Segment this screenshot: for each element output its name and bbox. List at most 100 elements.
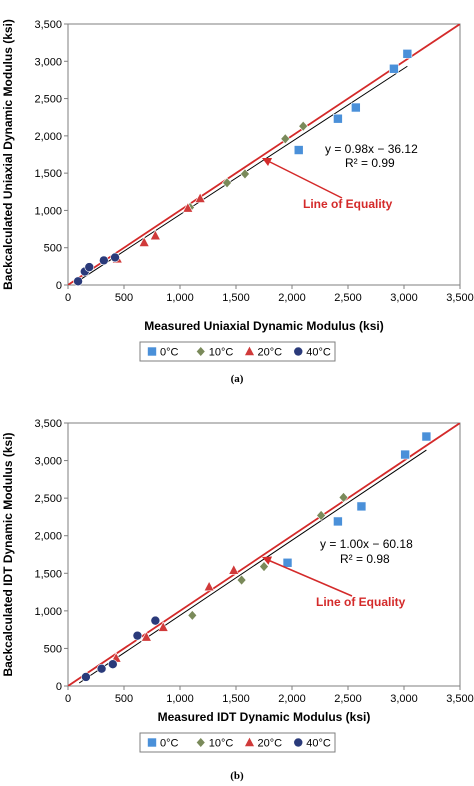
x-tick-label: 3,000 <box>390 292 418 304</box>
data-point-square <box>282 557 293 568</box>
x-tick-label: 1,000 <box>166 292 194 304</box>
legend-marker-diamond <box>195 346 206 357</box>
y-tick-label: 2,500 <box>34 94 62 106</box>
legend-label: 0°C <box>160 738 179 750</box>
data-point-square <box>351 102 361 113</box>
regression-equation: y = 1.00x − 60.18 <box>320 537 413 551</box>
data-point-triangle <box>203 580 215 592</box>
legend-marker-square <box>147 346 157 357</box>
data-point-square <box>400 449 410 460</box>
y-tick-label: 500 <box>44 243 62 255</box>
callout-arrowhead <box>262 158 273 167</box>
y-axis-title: Backcalculated Uniaxial Dynamic Modulus … <box>1 19 15 290</box>
y-tick-label: 2,000 <box>34 531 62 543</box>
data-point-diamond <box>298 120 309 132</box>
x-tick-label: 500 <box>115 292 133 304</box>
data-point-circle <box>108 659 118 670</box>
data-point-square <box>293 145 304 155</box>
series-3 <box>73 252 120 287</box>
x-tick-label: 2,500 <box>334 693 362 705</box>
callout-arrowhead <box>262 556 273 565</box>
panel-label: (a) <box>231 373 244 385</box>
y-tick-label: 0 <box>56 681 62 693</box>
x-tick-label: 1,500 <box>222 693 250 705</box>
regression-line <box>78 449 427 684</box>
legend-label: 20°C <box>258 738 283 750</box>
data-point-diamond <box>222 177 232 189</box>
line-of-equality <box>68 423 460 686</box>
series-1 <box>185 120 309 213</box>
data-point-circle <box>132 630 143 641</box>
data-point-square <box>356 501 367 512</box>
y-tick-label: 1,000 <box>34 606 62 618</box>
legend-label: 40°C <box>306 347 331 359</box>
series-0 <box>293 49 413 155</box>
series-1 <box>187 491 349 621</box>
data-point-circle <box>81 672 91 682</box>
x-axis-title: Measured IDT Dynamic Modulus (ksi) <box>158 710 371 724</box>
y-tick-label: 1,500 <box>34 168 62 180</box>
legend-marker-triangle <box>244 736 255 747</box>
data-point-circle <box>110 252 120 263</box>
y-tick-label: 1,500 <box>34 568 62 580</box>
chart-panel-1: 0 500 1,000 1,500 2,000 2,500 3,000 3,500 0 500 1,… <box>1 19 474 385</box>
callout-arrow <box>267 559 353 597</box>
x-tick-label: 3,500 <box>446 693 474 705</box>
data-point-circle <box>99 255 109 266</box>
y-tick-label: 3,000 <box>34 456 62 468</box>
panel-label: (b) <box>230 770 244 782</box>
legend-label: 10°C <box>209 738 234 750</box>
data-point-diamond <box>338 491 349 503</box>
x-tick-label: 0 <box>65 292 71 304</box>
legend-label: 0°C <box>160 347 179 359</box>
data-point-square <box>389 63 399 74</box>
legend: 0°C 10°C 20°C 40°C <box>139 341 336 362</box>
x-tick-label: 3,000 <box>390 693 418 705</box>
series-0 <box>282 431 432 568</box>
legend-box <box>139 732 336 753</box>
y-tick-label: 2,000 <box>34 131 62 143</box>
y-tick-label: 500 <box>44 643 62 655</box>
y-tick-label: 3,000 <box>34 56 62 68</box>
chart-panel-2: 0 500 1,000 1,500 2,000 2,500 3,000 3,500 0 500 1,… <box>1 418 474 782</box>
data-point-triangle <box>157 621 169 632</box>
data-point-circle <box>96 663 107 674</box>
y-axis-title: Backcalculated IDT Dynamic Modulus (ksi) <box>1 432 15 676</box>
x-tick-label: 3,500 <box>446 292 474 304</box>
data-point-triangle <box>140 631 152 642</box>
legend-marker-square <box>147 737 157 748</box>
y-tick-label: 0 <box>56 280 62 292</box>
x-tick-label: 1,000 <box>166 693 194 705</box>
data-point-triangle <box>138 236 150 247</box>
legend-label: 10°C <box>209 347 234 359</box>
regression-equation: y = 0.98x − 36.12 <box>325 142 418 156</box>
data-point-triangle <box>194 192 206 203</box>
data-point-square <box>421 431 432 442</box>
r-squared: R² = 0.98 <box>340 552 390 566</box>
legend: 0°C 10°C 20°C 40°C <box>139 732 336 753</box>
line-of-equality-label: Line of Equality <box>303 197 393 211</box>
x-axis-title: Measured Uniaxial Dynamic Modulus (ksi) <box>144 319 383 333</box>
data-point-square <box>333 113 343 124</box>
data-point-triangle <box>182 202 194 213</box>
data-point-square <box>333 516 343 527</box>
data-point-diamond <box>280 133 291 145</box>
x-tick-label: 1,500 <box>222 292 250 304</box>
x-tick-label: 2,500 <box>334 292 362 304</box>
legend-marker-circle <box>293 737 304 748</box>
data-point-diamond <box>236 574 247 586</box>
callout-arrow <box>267 160 343 199</box>
x-tick-label: 2,000 <box>278 693 306 705</box>
data-point-circle <box>73 276 83 287</box>
data-point-circle <box>150 615 161 626</box>
legend-marker-circle <box>293 346 304 357</box>
x-tick-label: 0 <box>65 693 71 705</box>
y-tick-label: 3,500 <box>34 418 62 430</box>
legend-label: 40°C <box>306 738 331 750</box>
line-of-equality-label: Line of Equality <box>316 595 406 609</box>
y-tick-label: 1,000 <box>34 205 62 217</box>
data-point-diamond <box>259 561 269 572</box>
legend-label: 20°C <box>258 347 283 359</box>
data-point-circle <box>84 262 95 272</box>
